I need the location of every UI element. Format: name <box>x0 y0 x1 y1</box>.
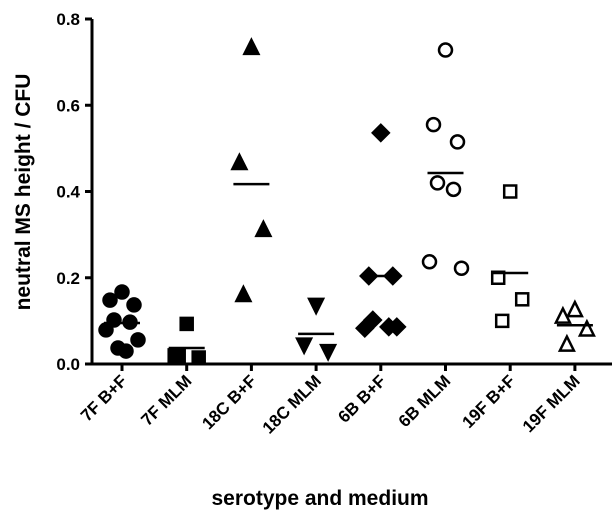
y-tick-label: 0.0 <box>56 355 80 374</box>
point <box>425 116 442 133</box>
point <box>130 332 146 348</box>
point <box>494 313 510 329</box>
point <box>437 42 454 58</box>
y-axis-label: neutral MS height / CFU <box>12 74 35 311</box>
point <box>553 305 572 324</box>
x-tick-label: 19F B+F <box>458 371 519 432</box>
point <box>449 134 466 150</box>
point <box>514 292 530 307</box>
point <box>421 254 438 270</box>
point <box>490 270 506 285</box>
point <box>445 181 462 198</box>
point <box>230 152 249 171</box>
point <box>387 317 407 337</box>
y-tick-label: 0.6 <box>56 96 80 115</box>
x-tick-label: 6B B+F <box>334 371 389 426</box>
x-axis-label: serotype and medium <box>211 487 428 510</box>
x-tick-label: 18C MLM <box>259 371 325 437</box>
x-tick-label: 18C B+F <box>198 371 260 433</box>
y-tick-label: 0.2 <box>56 269 80 288</box>
point <box>98 322 114 338</box>
point <box>319 343 338 362</box>
point <box>453 260 470 277</box>
point <box>114 284 130 300</box>
point <box>254 219 273 238</box>
point <box>171 348 186 363</box>
point <box>565 299 584 318</box>
y-tick-label: 0.8 <box>56 10 80 29</box>
point <box>307 297 326 316</box>
x-tick-label: 19F MLM <box>519 371 584 436</box>
point <box>577 318 596 337</box>
x-tick-label: 7F B+F <box>77 371 131 425</box>
point <box>557 333 576 352</box>
point <box>295 337 314 356</box>
point <box>126 297 142 313</box>
point <box>118 343 134 359</box>
point <box>429 175 446 191</box>
x-tick-label: 7F MLM <box>137 371 195 429</box>
point <box>355 318 375 338</box>
point <box>191 350 206 365</box>
point <box>102 292 118 308</box>
x-tick-label: 6B MLM <box>395 371 455 431</box>
point <box>179 316 194 332</box>
point <box>371 123 391 143</box>
y-tick-label: 0.4 <box>56 183 80 202</box>
point <box>234 284 253 303</box>
point <box>502 184 518 199</box>
point <box>242 37 261 56</box>
